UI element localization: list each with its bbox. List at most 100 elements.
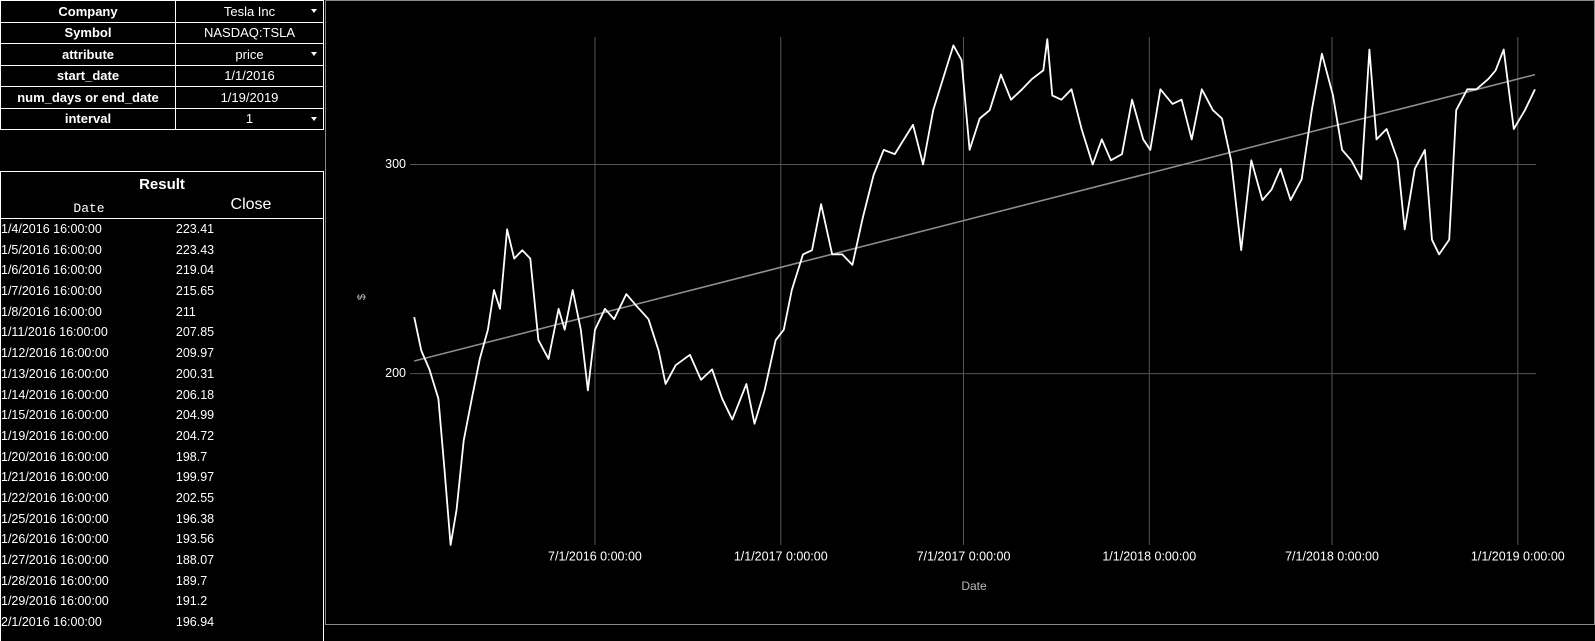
x-tick-label: 1/1/2019 0:00:00 [1471,549,1565,563]
close-cell: 207.85 [175,325,215,340]
result-row: 1/15/2016 16:00:00 204.99 [1,405,323,426]
result-row: 1/25/2016 16:00:00 196.38 [1,509,323,530]
x-tick-label: 1/1/2018 0:00:00 [1102,549,1196,563]
date-cell: 1/20/2016 16:00:00 [1,449,109,464]
parameter-row: interval 1 [0,107,324,130]
dropdown-arrow [311,52,317,56]
date-cell: 1/12/2016 16:00:00 [1,346,109,361]
parameter-row: Company Tesla Inc [0,0,324,23]
result-row: 1/4/2016 16:00:00 223.41 [1,219,323,240]
parameter-row: attribute price [0,43,324,66]
x-tick-label: 7/1/2018 0:00:00 [1285,549,1379,563]
date-cell: 1/28/2016 16:00:00 [1,573,109,588]
parameter-value: NASDAQ:TSLA [175,21,324,44]
result-title: Result [139,176,185,193]
close-cell: 209.97 [175,346,215,361]
close-cell: 219.04 [175,263,215,278]
close-cell: 204.99 [175,408,215,423]
date-cell: 1/15/2016 16:00:00 [1,408,109,423]
close-cell: 215.65 [175,284,215,299]
date-cell: 2/1/2016 16:00:00 [1,615,102,630]
trend-line [414,73,1536,362]
result-row: 1/22/2016 16:00:00 202.55 [1,488,323,509]
result-row: 1/21/2016 16:00:00 199.97 [1,467,323,488]
close-cell: 199.97 [175,470,215,485]
date-cell: 1/8/2016 16:00:00 [1,304,102,319]
close-cell: 223.41 [175,222,215,236]
close-cell: 193.56 [175,532,215,547]
parameter-label: attribute [0,43,176,66]
date-cell: 1/21/2016 16:00:00 [1,470,109,485]
result-rows: 1/4/2016 16:00:00 223.41 1/5/2016 16:00:00… [1,219,323,633]
parameter-row: start_date 1/1/2016 [0,64,324,87]
x-axis-label: Date [961,579,987,593]
result-row: 1/7/2016 16:00:00 215.65 [1,281,323,302]
result-row: 1/13/2016 16:00:00 200.31 [1,364,323,385]
chart-frame [325,0,1595,625]
parameter-value[interactable]: price [175,43,324,66]
close-cell: 206.18 [175,387,215,402]
close-cell: 202.55 [175,490,215,505]
date-cell: 1/19/2016 16:00:00 [1,428,109,443]
date-cell: 1/27/2016 16:00:00 [1,553,109,567]
x-tick-label: 1/1/2017 0:00:00 [734,549,828,563]
close-cell: 191.2 [175,594,208,609]
y-tick-label: 200 [385,366,406,380]
parameter-value[interactable]: Tesla Inc [175,0,324,23]
result-row: 1/29/2016 16:00:00 191.2 [1,591,323,612]
date-cell: 1/14/2016 16:00:00 [1,387,109,402]
result-table: Result Date Close 1/4/2016 16:00:00 223.4… [0,171,324,641]
y-axis-label: $ [356,294,368,300]
dropdown-arrow [311,116,317,121]
parameter-row: Symbol NASDAQ:TSLA [0,21,324,44]
result-row: 1/27/2016 16:00:00 188.07 [1,550,323,571]
parameter-value: 1/1/2016 [175,64,324,87]
parameter-value: 1/19/2019 [175,86,324,109]
parameter-label: start_date [0,64,176,87]
result-row: 1/5/2016 16:00:00 223.43 [1,240,323,261]
column-headers: Date Close [1,196,323,216]
close-cell: 200.31 [175,366,215,381]
date-cell: 1/25/2016 16:00:00 [1,511,109,526]
parameter-label: num_days or end_date [0,86,176,109]
x-tick-label: 7/1/2017 0:00:00 [917,549,1011,563]
close-cell: 223.43 [175,242,215,257]
column-header: Date [73,201,105,216]
close-cell: 198.7 [175,449,208,464]
date-cell: 1/26/2016 16:00:00 [1,532,109,547]
parameter-label: interval [0,107,176,130]
x-tick-label: 7/1/2016 0:00:00 [548,549,642,563]
date-cell: 1/22/2016 16:00:00 [1,490,109,505]
date-cell: 1/29/2016 16:00:00 [1,594,109,609]
result-row: 1/12/2016 16:00:00 209.97 [1,343,323,364]
parameter-row: num_days or end_date 1/19/2019 [0,86,324,109]
dropdown-arrow [311,9,317,13]
date-cell: 1/13/2016 16:00:00 [1,366,109,381]
date-cell: 1/6/2016 16:00:00 [1,263,102,278]
result-header: Result Date Close [1,172,323,219]
result-row: 1/11/2016 16:00:00 207.85 [1,322,323,343]
parameter-label: Symbol [0,21,176,44]
result-row: 1/26/2016 16:00:00 193.56 [1,529,323,550]
chart: 200 300 7/1/2016 0:00:00 1/1/2017 0:00:00 7/… [325,0,1595,625]
date-cell: 1/7/2016 16:00:00 [1,284,102,299]
close-cell: 211 [175,304,196,319]
date-cell: 1/11/2016 16:00:00 [1,325,108,340]
price-line [413,38,1536,546]
parameter-value[interactable]: 1 [175,107,324,130]
close-cell: 204.72 [175,428,215,443]
close-cell: 196.38 [175,511,215,526]
date-cell: 1/5/2016 16:00:00 [1,242,102,257]
result-row: 1/28/2016 16:00:00 189.7 [1,571,323,592]
result-row: 1/19/2016 16:00:00 204.72 [1,426,323,447]
result-row: 1/8/2016 16:00:00 211 [1,302,323,323]
result-row: 1/20/2016 16:00:00 198.7 [1,447,323,468]
column-header: Close [230,196,272,213]
y-tick-label: 300 [385,157,406,171]
date-cell: 1/4/2016 16:00:00 [1,222,102,236]
close-cell: 196.94 [175,615,215,630]
result-row: 2/1/2016 16:00:00 196.94 [1,612,323,633]
parameters-table: Company Tesla Inc Symbol NASDAQ:TSLA attribu… [0,0,324,130]
result-row: 1/6/2016 16:00:00 219.04 [1,260,323,281]
